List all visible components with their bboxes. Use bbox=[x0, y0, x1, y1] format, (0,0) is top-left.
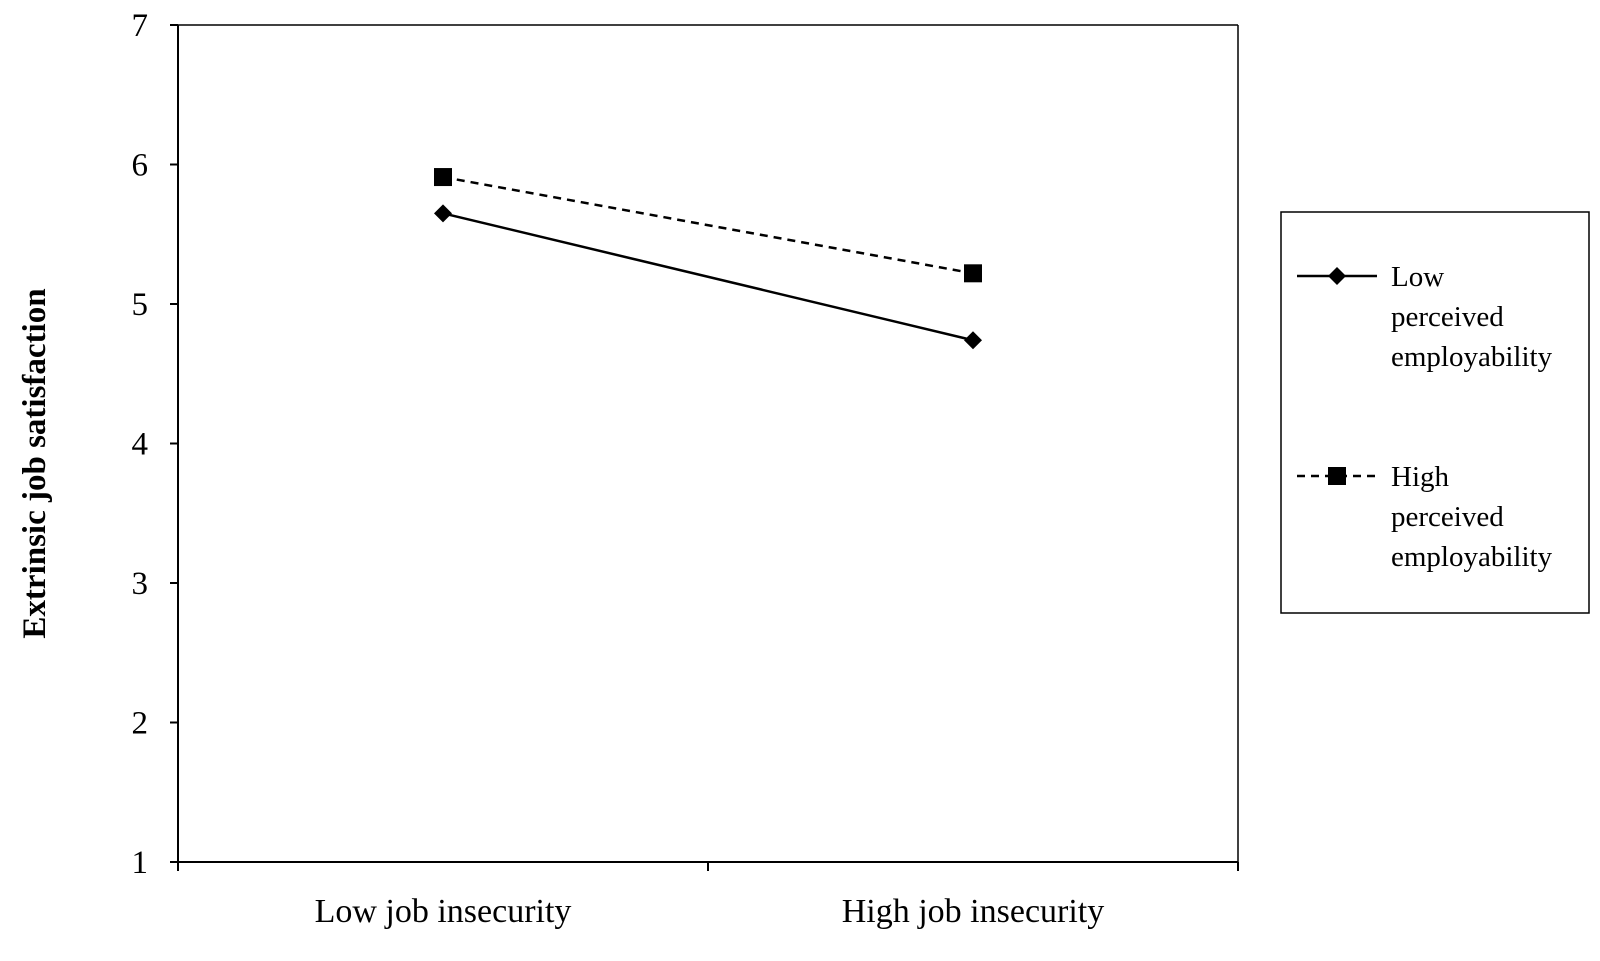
series-1-point-1 bbox=[964, 264, 982, 283]
y-tick-label: 2 bbox=[132, 706, 149, 742]
series-1-point-0 bbox=[434, 168, 452, 187]
legend-marker-1 bbox=[1328, 467, 1346, 485]
legend-label-line: employability bbox=[1391, 541, 1553, 573]
series-0-point-0 bbox=[434, 204, 452, 223]
x-tick-label: Low job insecurity bbox=[315, 893, 572, 930]
legend-label-line: High bbox=[1391, 461, 1450, 493]
series-line-0 bbox=[442, 212, 974, 342]
axes: 1 2 3 4 5 6 7 Low job insecurity High job insecu… bbox=[17, 8, 1239, 930]
legend-label-line: employability bbox=[1391, 341, 1553, 373]
legend-label-1: High perceived employability bbox=[1391, 461, 1553, 573]
legend-label-0: Low perceived employability bbox=[1391, 261, 1553, 373]
series-group bbox=[434, 168, 982, 350]
x-tick-label: High job insecurity bbox=[842, 893, 1105, 930]
legend-label-line: perceived bbox=[1391, 301, 1504, 333]
y-tick-label: 3 bbox=[132, 566, 149, 602]
y-tick-label: 7 bbox=[132, 8, 149, 44]
series-0-point-1 bbox=[964, 331, 982, 350]
y-tick-label: 1 bbox=[132, 845, 149, 881]
series-line-1 bbox=[442, 175, 974, 275]
y-tick-label: 5 bbox=[132, 287, 149, 323]
legend-label-line: perceived bbox=[1391, 501, 1504, 533]
legend-label-line: Low bbox=[1391, 261, 1444, 293]
y-axis-title: Extrinsic job satisfaction bbox=[17, 288, 53, 638]
legend: Low perceived employability High perceived em… bbox=[1280, 211, 1590, 614]
legend-marker-0 bbox=[1328, 267, 1346, 285]
y-tick-label: 4 bbox=[132, 427, 149, 463]
y-tick-label: 6 bbox=[132, 148, 149, 184]
